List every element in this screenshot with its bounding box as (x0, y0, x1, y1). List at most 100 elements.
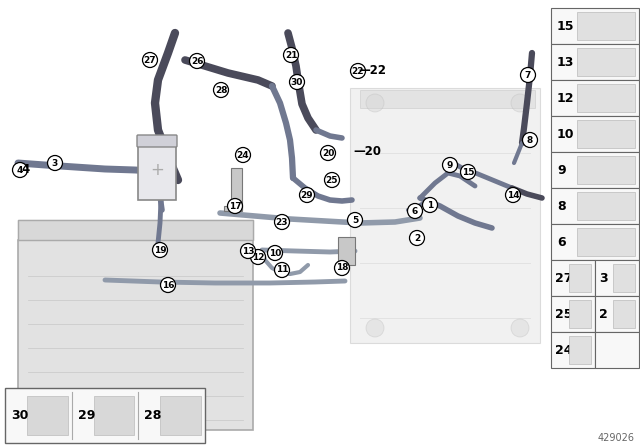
Bar (551, 224, 639, 260)
Circle shape (366, 94, 384, 112)
Circle shape (351, 64, 365, 78)
Bar (551, 116, 639, 152)
Text: 17: 17 (228, 202, 241, 211)
Text: 12: 12 (557, 91, 575, 104)
Text: 2: 2 (414, 233, 420, 242)
Circle shape (143, 52, 157, 68)
Bar (224, 206, 242, 211)
Circle shape (422, 198, 438, 212)
Bar (161, 396, 201, 435)
Circle shape (161, 277, 175, 293)
Text: 8: 8 (527, 135, 533, 145)
Text: 3: 3 (599, 271, 607, 284)
Text: 28: 28 (145, 409, 162, 422)
Circle shape (289, 74, 305, 90)
Bar (577, 48, 635, 76)
Text: 7: 7 (525, 70, 531, 79)
Circle shape (511, 94, 529, 112)
Bar (551, 296, 595, 332)
Bar (338, 237, 355, 265)
Bar (613, 300, 635, 328)
Bar (5, 388, 205, 443)
Text: 25: 25 (555, 307, 573, 320)
Bar (577, 192, 635, 220)
Text: 16: 16 (162, 280, 174, 289)
Text: 25: 25 (326, 176, 339, 185)
Text: 12: 12 (252, 253, 264, 262)
Text: 13: 13 (242, 246, 254, 255)
Text: 19: 19 (154, 246, 166, 254)
Bar (569, 336, 591, 364)
Text: 11: 11 (276, 266, 288, 275)
Circle shape (442, 158, 458, 172)
Text: 429026: 429026 (598, 433, 635, 443)
Circle shape (284, 47, 298, 63)
Bar (551, 260, 595, 296)
Text: 24: 24 (555, 344, 573, 357)
Text: 8: 8 (557, 199, 566, 212)
Text: 22: 22 (352, 66, 364, 76)
Circle shape (520, 68, 536, 82)
Circle shape (410, 231, 424, 246)
Bar (360, 90, 535, 108)
Bar (595, 296, 639, 332)
Circle shape (321, 146, 335, 160)
Text: 15: 15 (461, 168, 474, 177)
Text: 15: 15 (557, 20, 575, 33)
Bar (551, 152, 639, 188)
Bar (551, 8, 639, 44)
Bar (551, 44, 639, 80)
Bar (138, 140, 176, 200)
Circle shape (408, 203, 422, 219)
Circle shape (275, 263, 289, 277)
Circle shape (241, 244, 255, 258)
Text: 6: 6 (412, 207, 418, 215)
Bar (577, 12, 635, 40)
Text: 4: 4 (17, 165, 23, 175)
Text: 6: 6 (557, 236, 566, 249)
Circle shape (152, 242, 168, 258)
Circle shape (236, 147, 250, 163)
Text: 30: 30 (11, 409, 28, 422)
Bar (595, 260, 639, 296)
Text: 1: 1 (427, 201, 433, 210)
Text: 10: 10 (557, 128, 575, 141)
Bar (595, 332, 639, 368)
Bar (577, 228, 635, 256)
Circle shape (511, 319, 529, 337)
Circle shape (275, 215, 289, 229)
Text: 3: 3 (52, 159, 58, 168)
Text: 13: 13 (557, 56, 574, 69)
Text: 29: 29 (301, 190, 314, 199)
Circle shape (214, 82, 228, 98)
Bar (613, 264, 635, 292)
Bar (231, 168, 242, 210)
Circle shape (268, 246, 282, 260)
Bar (350, 88, 540, 343)
Bar (18, 240, 253, 430)
Bar (569, 264, 591, 292)
Bar (93, 396, 134, 435)
Text: 29: 29 (77, 409, 95, 422)
Circle shape (227, 198, 243, 214)
Text: 28: 28 (215, 86, 227, 95)
Text: 24: 24 (237, 151, 250, 159)
Text: 10: 10 (269, 249, 281, 258)
Text: 27: 27 (555, 271, 573, 284)
Text: 9: 9 (557, 164, 566, 177)
Circle shape (348, 212, 362, 228)
Text: —22: —22 (358, 64, 386, 77)
Circle shape (47, 155, 63, 171)
Text: 5: 5 (352, 215, 358, 224)
Polygon shape (18, 220, 253, 240)
Text: 14: 14 (507, 190, 519, 199)
Circle shape (522, 133, 538, 147)
Bar (551, 332, 595, 368)
Text: 26: 26 (191, 56, 204, 65)
Text: —20: —20 (353, 145, 381, 158)
Text: +: + (150, 161, 164, 179)
Bar (577, 84, 635, 112)
Text: 20: 20 (322, 148, 334, 158)
Bar (551, 188, 639, 224)
Circle shape (335, 260, 349, 276)
